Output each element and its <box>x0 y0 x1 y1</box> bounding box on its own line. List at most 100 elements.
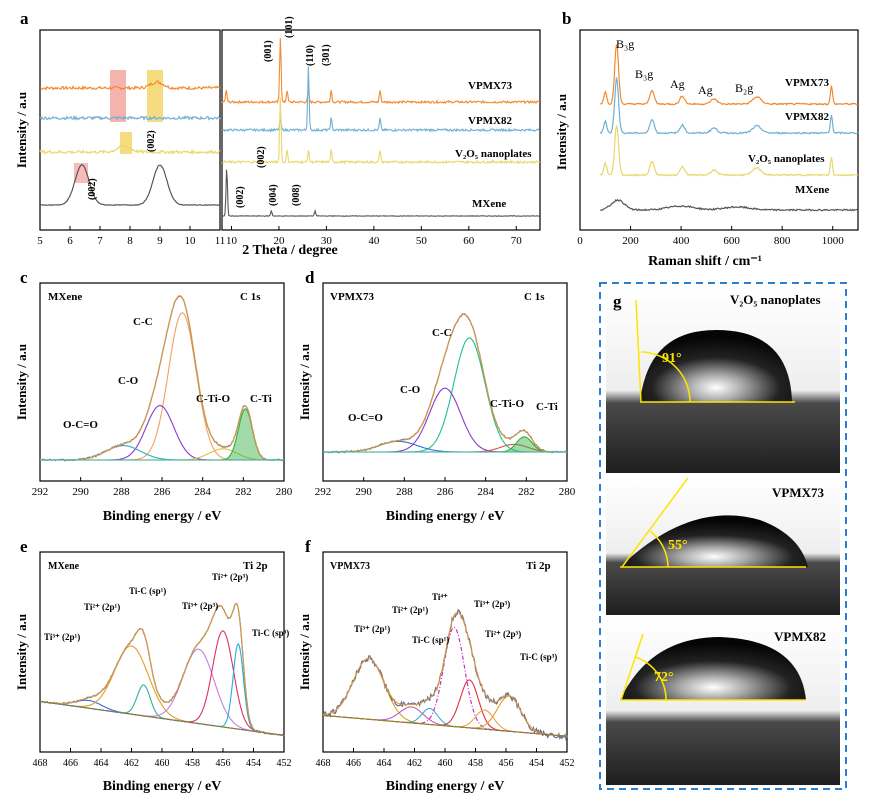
peak-008: (008) <box>291 184 302 206</box>
xpsE-comp-4 <box>39 630 285 737</box>
angle-91: 91° <box>662 351 682 366</box>
panel-f-letter: f <box>305 537 311 556</box>
contact-angle-image-2: 55° VPMX73 <box>606 477 840 615</box>
xpsF-comp-4 <box>322 679 568 737</box>
xrd-left-2 <box>39 144 221 156</box>
dTicks-ticklabel-2: 288 <box>396 486 413 498</box>
panel-d-xlabel: Binding energy / eV <box>386 509 505 524</box>
raman-label-v2o5: V₂O₅ nanoplates <box>748 153 825 165</box>
xpsD-envelope <box>323 313 567 453</box>
angle-55: 55° <box>668 538 688 553</box>
peak-301: (301) <box>321 44 332 66</box>
raman-curves <box>599 44 859 212</box>
mode-b3g-2: B₃g <box>635 67 653 81</box>
panel-f-ylabel: Intensity / a.u <box>297 614 312 690</box>
aTicksL-ticklabel-2: 7 <box>97 235 103 247</box>
panel-e: e 468 466 464 462 460 458 456 454 452 MXene Ti 2… <box>14 537 292 794</box>
eTicks-ticklabel-3: 462 <box>124 758 139 769</box>
xpsC-fill <box>40 408 284 460</box>
panel-b-frame <box>579 29 859 231</box>
label-d-oco: O-C=O <box>348 412 383 424</box>
mode-b3g-1: B₃g <box>616 37 634 51</box>
fTicks-ticklabel-5: 458 <box>468 758 483 769</box>
panel-d-region: C 1s <box>524 291 545 303</box>
xpsE-measured <box>39 603 285 737</box>
raman-2 <box>599 125 859 177</box>
eTicks-ticklabel-8: 452 <box>277 758 292 769</box>
xrd-right-3 <box>221 169 541 217</box>
panel-f: f 468 466 464 462 460 458 456 454 452 VPMX73 Ti … <box>297 537 575 794</box>
dTicks-ticklabel-6: 280 <box>559 486 576 498</box>
image-2-label: VPMX73 <box>772 485 824 500</box>
xpsE-baseline <box>39 700 285 736</box>
eTicks-ticklabel-5: 458 <box>185 758 200 769</box>
panel-g: 91° V₂O₅ nanoplates g 55° VPMX73 72° VPM… <box>599 282 847 790</box>
panel-a-xlabel: 2 Theta / degree <box>242 243 338 258</box>
droplet-1 <box>640 330 792 402</box>
label-e-ti3-2p3: Ti³⁺ (2p³) <box>182 601 218 611</box>
dTicks-ticklabel-4: 284 <box>477 486 494 498</box>
panel-f-ticks: 468 466 464 462 460 458 456 454 452 <box>316 748 575 769</box>
panel-b-letter: b <box>562 9 571 28</box>
label-vpmx82: VPMX82 <box>468 115 512 127</box>
xpsF-comp-2 <box>322 707 568 737</box>
panel-d-letter: d <box>305 268 315 287</box>
panel-c-sample: MXene <box>48 291 82 303</box>
label-c-oco: O-C=O <box>63 419 98 431</box>
xps-d-curves <box>322 313 568 454</box>
panel-e-ylabel: Intensity / a.u <box>14 614 29 690</box>
xpsE-comp-5 <box>39 642 285 737</box>
aTicksL-ticklabel-6: 11 <box>215 235 226 247</box>
panel-a-left-ticks: 5 6 7 8 9 10 11 <box>37 226 225 247</box>
panel-c-region: C 1s <box>240 291 261 303</box>
eTicks-ticklabel-6: 456 <box>216 758 231 769</box>
aTicksL-ticklabel-4: 9 <box>157 235 163 247</box>
peak-001: (001) <box>263 40 274 62</box>
panel-a-letter: a <box>20 9 29 28</box>
panel-e-letter: e <box>20 537 28 556</box>
raman-label-vpmx82: VPMX82 <box>785 111 829 123</box>
cTicks-ticklabel-6: 280 <box>276 486 293 498</box>
aTicksL-ticklabel-1: 6 <box>67 235 73 247</box>
label-v2o5: V₂O₅ nanoplates <box>455 148 532 160</box>
fTicks-ticklabel-0: 468 <box>316 758 331 769</box>
mode-ag-1: Ag <box>670 77 685 91</box>
highlight-yellow-1 <box>147 70 163 122</box>
label-d-co: C-O <box>400 384 421 396</box>
peak-004: (004) <box>268 184 279 206</box>
xrd-left-0 <box>39 80 221 91</box>
dTicks-ticklabel-0: 292 <box>315 486 332 498</box>
bTicks-ticklabel-5: 1000 <box>822 235 845 247</box>
panel-b-ylabel: Intensity / a.u <box>554 94 569 170</box>
eTicks-ticklabel-1: 466 <box>63 758 78 769</box>
panel-a-right-frame <box>221 29 541 231</box>
xrd-right-2 <box>221 97 541 165</box>
fTicks-ticklabel-6: 456 <box>499 758 514 769</box>
xps-f-curves <box>322 608 568 742</box>
peak-002-d: (002) <box>235 186 246 208</box>
panel-c-xlabel: Binding energy / eV <box>103 509 222 524</box>
xpsF-comp-1 <box>322 706 568 737</box>
panel-c-letter: c <box>20 268 28 287</box>
contact-angle-image-3: 72° VPMX82 <box>606 619 840 785</box>
raman-label-mxene: MXene <box>795 184 829 196</box>
peak-101: (101) <box>284 16 295 38</box>
panel-f-region: Ti 2p <box>526 560 551 572</box>
panel-b-ticks: 0 200 400 600 800 1000 <box>577 226 844 247</box>
panel-d-sample: VPMX73 <box>330 291 374 303</box>
panel-e-sample: MXene <box>48 561 80 572</box>
xpsF-comp-6 <box>322 695 568 737</box>
fTicks-ticklabel-8: 452 <box>560 758 575 769</box>
panel-a: a 5 6 7 8 9 10 11 10 20 30 40 50 60 70 2 Theta / deg… <box>14 9 541 258</box>
eTicks-ticklabel-4: 460 <box>155 758 170 769</box>
a-right-ticklabel-3: 40 <box>368 235 380 247</box>
xps-e-curves <box>39 602 285 737</box>
label-c-ctio: C-Ti-O <box>196 393 230 405</box>
raman-0 <box>599 44 859 106</box>
eTicks-ticklabel-7: 454 <box>246 758 261 769</box>
xrd-left-curves <box>39 80 221 206</box>
bTicks-ticklabel-0: 0 <box>577 235 583 247</box>
cTicks-ticklabel-3: 286 <box>154 486 171 498</box>
xpsF-envelope <box>322 611 568 737</box>
